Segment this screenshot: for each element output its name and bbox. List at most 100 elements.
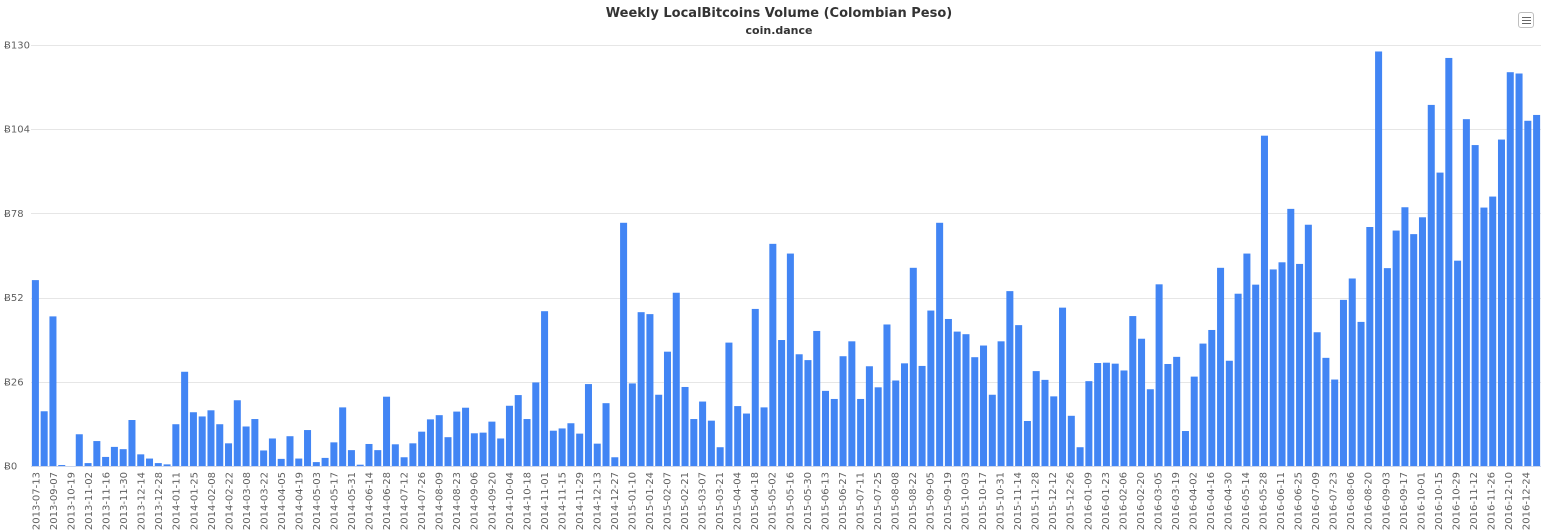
bar[interactable] (1111, 363, 1119, 466)
bar[interactable] (1524, 120, 1532, 466)
bar[interactable] (1454, 260, 1462, 466)
bar[interactable] (1217, 267, 1225, 466)
bar[interactable] (865, 366, 873, 466)
bar[interactable] (1076, 447, 1084, 466)
bar[interactable] (84, 463, 92, 466)
bar[interactable] (962, 334, 970, 466)
bar[interactable] (163, 464, 171, 466)
bar[interactable] (1208, 329, 1216, 466)
bar[interactable] (655, 394, 663, 466)
bar[interactable] (611, 457, 619, 466)
bar[interactable] (391, 444, 399, 466)
bar[interactable] (778, 340, 786, 466)
bar[interactable] (1506, 72, 1514, 466)
bar[interactable] (699, 401, 707, 466)
bar[interactable] (857, 398, 865, 466)
bar[interactable] (1067, 415, 1075, 466)
bar[interactable] (181, 371, 189, 466)
bar[interactable] (742, 413, 750, 466)
bar[interactable] (225, 443, 233, 466)
bar[interactable] (1234, 293, 1242, 466)
bar[interactable] (216, 424, 224, 466)
bar[interactable] (304, 430, 312, 466)
bar[interactable] (400, 457, 408, 466)
bar[interactable] (356, 464, 364, 466)
bar[interactable] (1313, 332, 1321, 466)
bar[interactable] (593, 443, 601, 466)
bar[interactable] (339, 407, 347, 466)
bar[interactable] (374, 450, 382, 466)
bar[interactable] (497, 438, 505, 466)
bar[interactable] (1164, 363, 1172, 466)
bar[interactable] (1032, 371, 1040, 466)
bar[interactable] (1041, 379, 1049, 466)
bar[interactable] (927, 310, 935, 466)
bar[interactable] (110, 446, 118, 466)
bar[interactable] (75, 434, 83, 466)
hamburger-menu-icon[interactable] (1518, 12, 1534, 28)
bar[interactable] (1102, 362, 1110, 466)
bar[interactable] (383, 396, 391, 466)
bar[interactable] (1006, 291, 1014, 466)
bar[interactable] (549, 430, 557, 466)
bar[interactable] (1173, 356, 1181, 466)
bar[interactable] (321, 457, 329, 466)
bar[interactable] (795, 354, 803, 466)
bar[interactable] (49, 316, 57, 466)
bar[interactable] (1427, 104, 1435, 466)
bar[interactable] (470, 433, 478, 466)
bar[interactable] (295, 458, 303, 466)
bar[interactable] (1243, 253, 1251, 466)
bar[interactable] (189, 412, 197, 466)
bar[interactable] (1366, 227, 1374, 466)
bar[interactable] (971, 357, 979, 466)
bar[interactable] (1120, 370, 1128, 466)
bar[interactable] (1252, 284, 1260, 466)
bar[interactable] (751, 308, 759, 466)
bar[interactable] (1533, 114, 1541, 466)
bar[interactable] (1410, 234, 1418, 466)
bar[interactable] (1287, 208, 1295, 466)
bar[interactable] (901, 363, 909, 466)
bar[interactable] (523, 419, 531, 466)
bar[interactable] (207, 410, 215, 466)
bar[interactable] (918, 365, 926, 466)
bar[interactable] (769, 243, 777, 466)
bar[interactable] (1269, 269, 1277, 466)
bar[interactable] (707, 420, 715, 466)
bar[interactable] (1357, 321, 1365, 466)
bar[interactable] (102, 456, 110, 466)
bar[interactable] (1225, 360, 1233, 466)
bar[interactable] (936, 222, 944, 466)
bar[interactable] (154, 463, 162, 466)
bar[interactable] (848, 341, 856, 466)
bar[interactable] (251, 419, 259, 466)
bar[interactable] (1155, 284, 1163, 466)
bar[interactable] (830, 398, 838, 466)
bar[interactable] (988, 394, 996, 466)
bar[interactable] (628, 383, 636, 466)
bar[interactable] (1471, 145, 1479, 466)
bar[interactable] (725, 342, 733, 466)
bar[interactable] (620, 222, 628, 466)
bar[interactable] (365, 443, 373, 466)
bar[interactable] (892, 380, 900, 467)
bar[interactable] (119, 449, 127, 466)
bar[interactable] (804, 360, 812, 466)
bar[interactable] (418, 431, 426, 466)
bar[interactable] (488, 421, 496, 466)
bar[interactable] (1418, 217, 1426, 466)
bar[interactable] (786, 253, 794, 466)
bar[interactable] (716, 447, 724, 466)
bar[interactable] (435, 415, 443, 466)
bar[interactable] (567, 423, 575, 466)
bar[interactable] (58, 465, 66, 466)
bar[interactable] (646, 314, 654, 466)
bar[interactable] (233, 400, 241, 466)
bar[interactable] (1339, 299, 1347, 466)
bar[interactable] (821, 390, 830, 466)
bar[interactable] (1094, 363, 1102, 466)
bar[interactable] (1015, 325, 1023, 466)
bar[interactable] (532, 382, 540, 466)
bar[interactable] (1436, 172, 1444, 466)
